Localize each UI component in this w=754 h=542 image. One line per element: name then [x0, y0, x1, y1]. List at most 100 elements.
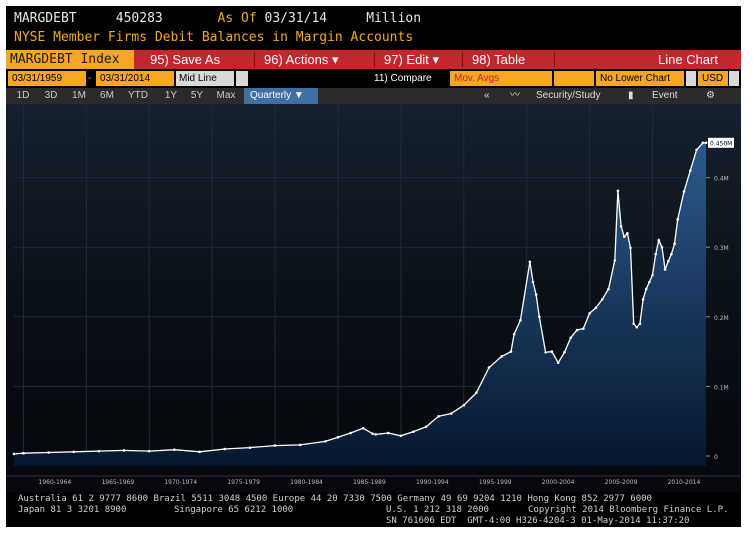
data-point: [387, 431, 390, 435]
data-point: [12, 452, 16, 456]
line-mode-select[interactable]: Mid Line: [176, 71, 234, 86]
data-point: [97, 449, 101, 453]
data-point: [619, 225, 623, 228]
line-mode-dropdown-icon[interactable]: [236, 71, 248, 86]
y-tick-label: 0: [714, 454, 718, 461]
range-button-ytd[interactable]: YTD: [128, 90, 148, 101]
dropdown-arrow-icon: ▾: [432, 52, 439, 67]
data-point: [695, 148, 698, 152]
data-point: [550, 350, 554, 353]
footer-contacts-line: Australia 61 2 9777 8600 Brazil 5511 304…: [18, 494, 652, 504]
moving-averages-field[interactable]: Mov. Avgs: [450, 71, 512, 86]
data-point: [147, 449, 151, 453]
data-point: [663, 268, 667, 271]
data-point: [575, 328, 579, 332]
save-as-button[interactable]: 95) Save As: [150, 52, 221, 67]
edit-menu[interactable]: 97) Edit ▾: [384, 50, 439, 69]
data-point: [651, 273, 654, 277]
data-point: [654, 252, 657, 256]
flag-icon[interactable]: ▮: [628, 90, 634, 101]
actions-label: 96) Actions: [264, 52, 329, 67]
lower-chart-select[interactable]: No Lower Chart: [596, 71, 684, 86]
data-point: [519, 318, 522, 322]
data-point: [556, 361, 560, 365]
ticker-symbol: MARGDEBT: [14, 11, 77, 26]
data-point: [622, 235, 626, 239]
menu-bar: MARGDEBT Index 95) Save As 96) Actions ▾…: [6, 50, 741, 69]
data-point: [670, 252, 673, 256]
actions-menu[interactable]: 96) Actions ▾: [264, 50, 338, 69]
data-point: [223, 447, 227, 451]
lower-chart-dropdown-icon[interactable]: [686, 71, 696, 86]
settings-gear-icon[interactable]: ⚙: [706, 90, 715, 101]
range-button-6m[interactable]: 6M: [100, 90, 114, 101]
security-field[interactable]: MARGDEBT Index: [6, 50, 134, 69]
footer-contact-singapore: Singapore 65 6212 1000: [174, 505, 294, 515]
movavg-input[interactable]: [554, 71, 594, 86]
data-point: [47, 451, 50, 454]
chart-controls-bar: 03/31/1959 - 03/31/2014 Mid Line 11) Com…: [6, 70, 741, 87]
chart-plot: [12, 141, 708, 467]
asof-label: As Of: [217, 11, 257, 26]
range-button-max[interactable]: Max: [216, 90, 236, 101]
chart-study-icon[interactable]: 〰: [510, 90, 520, 101]
bloomberg-terminal-window: MARGDEBT 450283 As Of 03/31/14 Million N…: [6, 6, 741, 527]
data-point: [673, 242, 676, 246]
chart-area[interactable]: 0 0.1M 0.2M 0.3M 0.4M 0.450M 1960-1964 1965-19…: [6, 104, 741, 494]
data-point: [22, 451, 25, 455]
y-tick-label: 0.1M: [714, 384, 729, 391]
data-point: [644, 287, 648, 291]
data-point: [594, 306, 598, 310]
security-description: NYSE Member Firms Debit Balances in Marg…: [14, 30, 414, 45]
security-study-button[interactable]: Security/Study: [536, 90, 601, 101]
data-point: [462, 403, 466, 407]
table-button[interactable]: 98) Table: [472, 52, 526, 67]
range-button-1d[interactable]: 1D: [16, 90, 30, 101]
data-point: [528, 260, 532, 264]
x-tick-label: 1995-1999: [479, 479, 512, 486]
range-toolbar: 1D 3D 1M 6M YTD 1Y 5Y Max Quarterly ▼ « …: [6, 88, 741, 104]
view-mode-label[interactable]: Line Chart: [658, 52, 718, 67]
data-point: [512, 332, 516, 336]
x-tick-label: 1975-1979: [227, 479, 260, 486]
data-point: [616, 189, 620, 193]
data-point: [361, 426, 365, 430]
data-point: [638, 322, 642, 326]
data-point: [122, 449, 126, 452]
x-tick-label: 1980-1984: [290, 479, 323, 486]
range-button-1m[interactable]: 1M: [72, 90, 86, 101]
data-point: [641, 298, 645, 301]
data-point: [600, 298, 604, 301]
range-button-1y[interactable]: 1Y: [164, 90, 178, 101]
data-point: [324, 440, 327, 443]
data-point: [682, 190, 686, 193]
x-axis: 1960-1964 1965-1969 1970-1974 1975-1979 1980…: [6, 475, 741, 486]
end-date-field[interactable]: 03/31/2014: [96, 71, 174, 86]
event-button[interactable]: Event: [652, 90, 678, 101]
currency-select[interactable]: USD: [698, 71, 728, 86]
range-button-3d[interactable]: 3D: [44, 90, 58, 101]
frequency-select[interactable]: Quarterly ▼: [244, 88, 318, 104]
collapse-icon[interactable]: «: [484, 90, 490, 101]
frequency-label: Quarterly: [250, 90, 292, 101]
currency-dropdown-icon[interactable]: [729, 71, 739, 86]
movavg-input[interactable]: [512, 71, 552, 86]
menu-divider: [462, 52, 463, 67]
asof-date: 03/31/14: [264, 11, 328, 26]
data-point: [588, 312, 591, 315]
footer-contact-japan: Japan 81 3 3201 8900: [18, 505, 127, 515]
x-tick-label: 2010-2014: [668, 479, 701, 486]
data-point: [660, 245, 664, 249]
data-point: [704, 141, 708, 145]
start-date-field[interactable]: 03/31/1959: [8, 71, 86, 86]
data-point: [613, 259, 617, 262]
range-button-5y[interactable]: 5Y: [190, 90, 204, 101]
data-point: [198, 450, 201, 454]
x-tick-label: 1990-1994: [416, 479, 449, 486]
last-value-label: 0.450M: [710, 140, 732, 147]
menu-divider: [254, 52, 255, 67]
data-point: [563, 350, 566, 354]
compare-button[interactable]: 11) Compare: [374, 73, 432, 84]
data-point: [688, 169, 692, 172]
margin-debt-chart[interactable]: 0 0.1M 0.2M 0.3M 0.4M 0.450M 1960-1964 1965-19…: [6, 104, 741, 494]
